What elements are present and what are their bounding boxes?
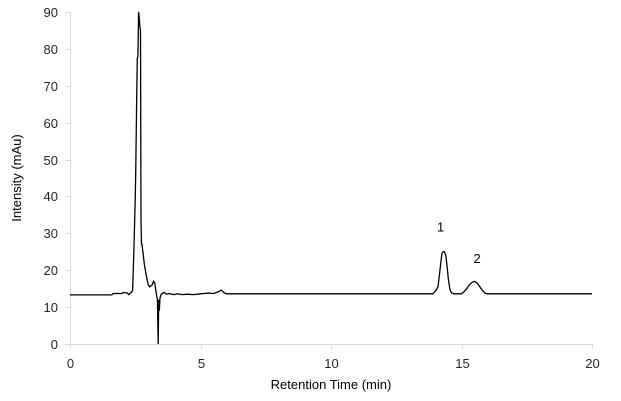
y-tick-label: 90: [44, 5, 58, 20]
y-tick-label: 20: [44, 263, 58, 278]
y-tick-labels: 0 10 20 30 40 50 60 70 80 90: [44, 5, 58, 352]
y-tick-label: 0: [51, 337, 58, 352]
x-tick-label: 10: [324, 356, 338, 371]
peak-2-label: 2: [474, 251, 481, 266]
y-tick-label: 80: [44, 42, 58, 57]
y-axis-title: Intensity (mAu): [9, 134, 24, 221]
x-tick-label: 0: [67, 356, 74, 371]
y-tick-label: 10: [44, 300, 58, 315]
y-tick-label: 40: [44, 189, 58, 204]
chromatogram-trace: [70, 11, 592, 345]
x-tick-label: 15: [455, 356, 469, 371]
y-tick-label: 70: [44, 79, 58, 94]
x-tick-labels: 0 5 10 15 20: [67, 356, 600, 371]
peak-1-label: 1: [437, 219, 444, 234]
axes: [65, 12, 593, 349]
y-tick-label: 30: [44, 226, 58, 241]
x-tick-label: 5: [198, 356, 205, 371]
x-tick-label: 20: [585, 356, 599, 371]
y-tick-label: 60: [44, 116, 58, 131]
y-tick-label: 50: [44, 153, 58, 168]
x-axis-title: Retention Time (min): [271, 377, 392, 392]
